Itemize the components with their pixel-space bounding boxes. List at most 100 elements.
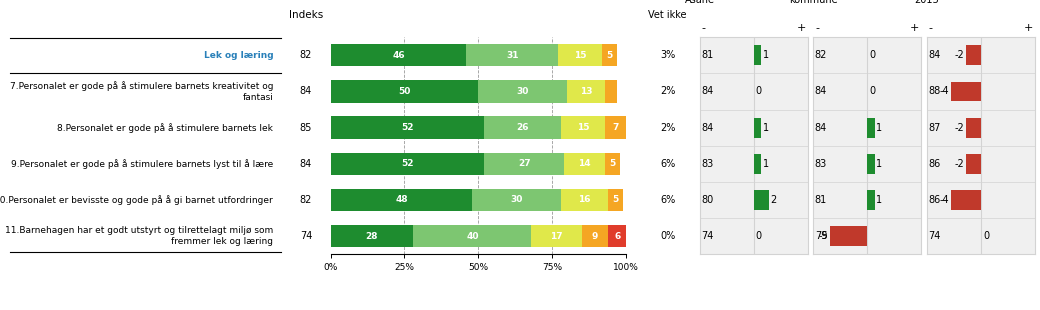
Text: 46: 46	[392, 51, 405, 60]
Text: 48: 48	[395, 195, 408, 205]
Bar	[331, 44, 467, 67]
Bar	[331, 225, 413, 247]
Text: 81: 81	[701, 50, 713, 60]
Bar	[754, 118, 761, 138]
Text: -: -	[815, 23, 820, 33]
Text: -5: -5	[818, 231, 829, 241]
Bar	[561, 116, 605, 139]
Text: 1: 1	[877, 195, 883, 205]
Bar	[485, 153, 564, 175]
Text: 6%: 6%	[660, 159, 675, 169]
Bar	[602, 44, 617, 67]
Bar	[531, 225, 581, 247]
Text: 81: 81	[814, 195, 827, 205]
Text: 30: 30	[517, 87, 528, 96]
Text: 40: 40	[466, 232, 478, 241]
Bar	[608, 225, 626, 247]
Text: -2: -2	[955, 123, 964, 133]
Bar	[331, 153, 485, 175]
Bar	[754, 190, 769, 210]
Text: 84: 84	[701, 123, 713, 133]
Text: 11.Barnehagen har et godt utstyrt og tilrettelagt miljø som
fremmer lek og lærin: 11.Barnehagen har et godt utstyrt og til…	[5, 226, 274, 246]
Text: 86: 86	[929, 195, 940, 205]
Text: 82: 82	[300, 50, 312, 60]
Bar	[581, 225, 608, 247]
Text: 13: 13	[580, 87, 593, 96]
Text: 7.Personalet er gode på å stimulere barnets kreativitet og
fantasi: 7.Personalet er gode på å stimulere barn…	[9, 81, 274, 102]
Text: 80: 80	[701, 195, 713, 205]
Text: 10.Personalet er bevisste og gode på å gi barnet utfordringer: 10.Personalet er bevisste og gode på å g…	[0, 195, 274, 205]
Text: 74: 74	[929, 231, 940, 241]
Text: 0: 0	[869, 86, 876, 96]
Text: 26: 26	[517, 123, 529, 132]
Text: Bydel
Åsane: Bydel Åsane	[684, 0, 714, 5]
Text: 7: 7	[613, 123, 619, 132]
Bar	[605, 80, 617, 103]
Text: 1: 1	[763, 50, 769, 60]
Text: 15: 15	[577, 123, 590, 132]
Text: 6: 6	[614, 232, 620, 241]
Text: 52: 52	[401, 123, 414, 132]
Bar	[413, 225, 531, 247]
Text: 31: 31	[506, 51, 519, 60]
Text: 84: 84	[814, 86, 827, 96]
Text: 28: 28	[366, 232, 379, 241]
Bar	[867, 118, 875, 138]
Text: 1: 1	[877, 159, 883, 169]
Bar	[952, 82, 981, 101]
Text: 3%: 3%	[660, 50, 675, 60]
Text: 8.Personalet er gode på å stimulere barnets lek: 8.Personalet er gode på å stimulere barn…	[57, 123, 274, 133]
Bar	[867, 154, 875, 174]
Text: 83: 83	[814, 159, 827, 169]
Bar	[966, 118, 981, 138]
Bar	[472, 189, 561, 211]
Text: -4: -4	[940, 86, 950, 96]
Text: 27: 27	[518, 159, 530, 168]
Text: 6%: 6%	[660, 195, 675, 205]
Text: 0%: 0%	[660, 231, 675, 241]
Text: 5: 5	[606, 51, 613, 60]
Text: 1: 1	[877, 123, 883, 133]
Text: 2: 2	[771, 195, 777, 205]
Text: -2: -2	[955, 50, 964, 60]
Text: -: -	[702, 23, 706, 33]
Text: 86: 86	[929, 159, 940, 169]
Text: 84: 84	[300, 86, 312, 96]
Text: +: +	[1023, 23, 1033, 33]
Text: 84: 84	[701, 86, 713, 96]
Text: 74: 74	[701, 231, 713, 241]
Text: Vet ikke: Vet ikke	[648, 10, 687, 20]
Bar	[966, 45, 981, 65]
Text: 15: 15	[574, 51, 587, 60]
Bar	[952, 190, 981, 210]
Text: 30: 30	[511, 195, 523, 205]
Text: 14: 14	[578, 159, 591, 168]
Text: 9.Personalet er gode på å stimulere barnets lyst til å lære: 9.Personalet er gode på å stimulere barn…	[10, 159, 274, 169]
Text: 0: 0	[983, 231, 989, 241]
Bar	[754, 45, 761, 65]
Text: 82: 82	[300, 195, 312, 205]
Text: 1: 1	[763, 123, 769, 133]
Bar	[561, 189, 608, 211]
Text: 84: 84	[300, 159, 312, 169]
Text: 83: 83	[701, 159, 713, 169]
Bar	[467, 44, 558, 67]
Text: 2015: 2015	[914, 0, 939, 5]
Text: 5: 5	[613, 195, 619, 205]
Text: 5: 5	[609, 159, 616, 168]
Bar	[331, 80, 478, 103]
Text: 0: 0	[869, 50, 876, 60]
Text: Indeks: Indeks	[289, 10, 323, 20]
Bar	[485, 116, 561, 139]
Text: 9: 9	[592, 232, 598, 241]
Text: 84: 84	[929, 50, 940, 60]
Bar	[558, 44, 602, 67]
Bar	[605, 116, 626, 139]
Bar	[478, 80, 567, 103]
Bar	[564, 153, 605, 175]
Text: 82: 82	[814, 50, 827, 60]
Text: +: +	[797, 23, 806, 33]
Text: Bergen
kommune: Bergen kommune	[789, 0, 837, 5]
Text: 0: 0	[756, 86, 762, 96]
Bar	[966, 154, 981, 174]
